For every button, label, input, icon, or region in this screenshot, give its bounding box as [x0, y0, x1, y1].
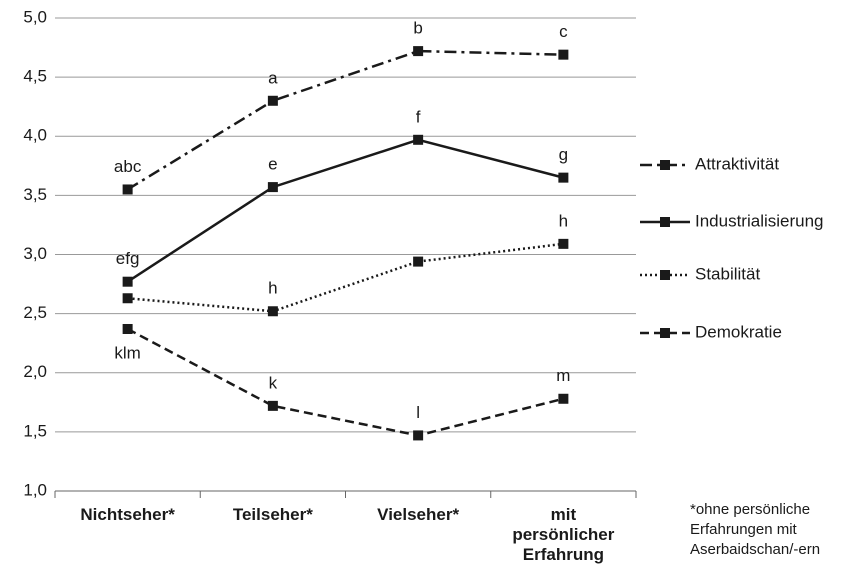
y-tick-label: 3,5: [23, 185, 47, 204]
data-label: abc: [114, 157, 142, 176]
data-label: e: [268, 155, 277, 174]
legend-marker: [660, 328, 670, 338]
y-tick-label: 1,0: [23, 480, 47, 499]
data-label: h: [559, 211, 568, 230]
legend-marker: [660, 160, 670, 170]
legend-label: Industrialisierung: [695, 211, 824, 230]
data-label: k: [269, 373, 278, 392]
line: [127, 327, 564, 437]
legend-marker: [660, 270, 670, 280]
data-label: c: [559, 22, 568, 41]
marker: [122, 184, 133, 195]
footnote: *ohne persönliche Erfahrungen mit Aserba…: [690, 501, 821, 558]
marker: [413, 256, 424, 267]
y-tick-label: 5,0: [23, 7, 47, 26]
marker: [413, 134, 424, 145]
legend-label: Demokratie: [695, 322, 782, 341]
marker: [413, 46, 424, 57]
data-label: h: [268, 279, 277, 298]
marker: [558, 172, 569, 183]
legend-label: Attraktivität: [695, 154, 779, 173]
marker: [122, 276, 133, 287]
legend-marker: [660, 217, 670, 227]
marker: [122, 293, 133, 304]
marker: [558, 238, 569, 249]
y-tick-label: 4,5: [23, 67, 47, 86]
x-tick-label: Vielseher*: [377, 505, 460, 524]
data-label: a: [268, 68, 278, 87]
x-tick-label: Teilseher*: [232, 505, 313, 524]
data-label: l: [416, 403, 420, 422]
line: [127, 242, 564, 313]
y-tick-label: 2,5: [23, 303, 47, 322]
data-label: klm: [114, 343, 140, 362]
marker: [267, 306, 278, 317]
marker: [267, 182, 278, 193]
y-tick-label: 3,0: [23, 244, 47, 263]
marker: [558, 49, 569, 60]
marker: [267, 95, 278, 106]
y-tick-label: 2,0: [23, 362, 47, 381]
y-tick-label: 1,5: [23, 421, 47, 440]
data-label: g: [559, 145, 568, 164]
line: [126, 49, 564, 191]
marker: [122, 323, 133, 334]
line: [126, 138, 564, 283]
marker: [558, 393, 569, 404]
data-label: efg: [116, 249, 140, 268]
marker: [267, 400, 278, 411]
data-label: m: [556, 366, 570, 385]
data-label: b: [413, 19, 422, 38]
x-tick-label: Nichtseher*: [80, 505, 175, 524]
marker: [413, 430, 424, 441]
data-label: f: [416, 107, 421, 126]
x-tick-label: mit persönlicher Erfahrung: [512, 505, 615, 564]
legend-label: Stabilität: [695, 264, 760, 283]
y-tick-label: 4,0: [23, 126, 47, 145]
